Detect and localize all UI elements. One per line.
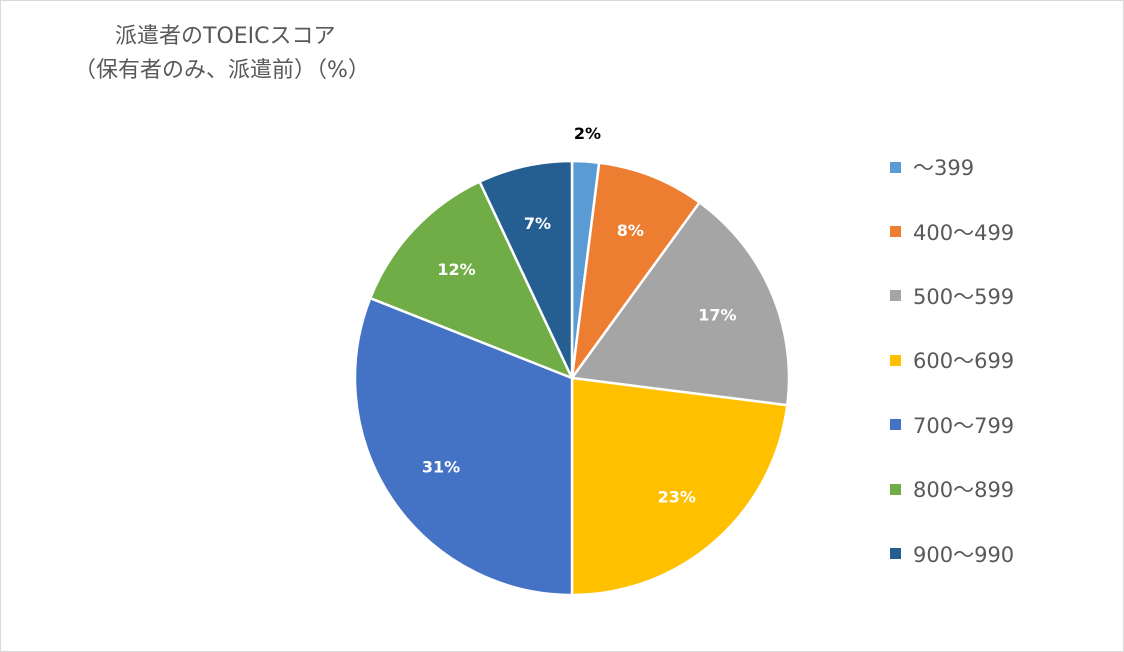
pie-slice-1 xyxy=(570,161,701,380)
data-label-2: 17% xyxy=(698,306,736,325)
legend-swatch-2 xyxy=(890,290,901,302)
legend-label-4: 700～799 xyxy=(913,413,1015,438)
data-label-6: 7% xyxy=(524,214,551,233)
legend-label-0: ～399 xyxy=(913,156,975,181)
pie-slice-4 xyxy=(353,296,574,597)
chart-title-line-2: （保有者のみ、派遣前）（%） xyxy=(74,58,370,83)
legend-label-5: 800～899 xyxy=(913,478,1015,503)
legend-item-4: 700～799 xyxy=(890,393,1110,457)
pie-slice-2 xyxy=(570,201,791,407)
data-label-5: 12% xyxy=(437,260,475,279)
pie-slice-5 xyxy=(368,180,574,380)
legend-label-2: 500～599 xyxy=(913,284,1015,309)
legend-item-2: 500～599 xyxy=(890,264,1110,328)
legend-item-3: 600～699 xyxy=(890,328,1110,392)
data-label-4: 31% xyxy=(422,458,460,477)
pie-slice-3 xyxy=(570,376,789,597)
legend-item-6: 900～990 xyxy=(890,521,1110,585)
chart-title: 派遣者のTOEICスコア （保有者のみ、派遣前）（%） xyxy=(30,20,450,88)
legend-item-0: ～399 xyxy=(890,135,1110,199)
legend-label-3: 600～699 xyxy=(913,349,1015,374)
legend-swatch-0 xyxy=(890,161,901,173)
legend-item-1: 400～499 xyxy=(890,199,1110,263)
data-label-0: 2% xyxy=(574,124,601,143)
legend: ～399 400～499 500～599 600～699 700～799 800… xyxy=(890,135,1110,586)
legend-swatch-5 xyxy=(890,483,901,495)
legend-swatch-4 xyxy=(890,419,901,431)
legend-label-6: 900～990 xyxy=(913,542,1015,567)
legend-swatch-3 xyxy=(890,354,901,366)
legend-swatch-6 xyxy=(890,548,901,560)
data-label-3: 23% xyxy=(658,487,696,506)
legend-swatch-1 xyxy=(890,226,901,238)
chart-title-line-1: 派遣者のTOEICスコア xyxy=(115,24,336,49)
data-label-1: 8% xyxy=(617,221,644,240)
pie-slice-6 xyxy=(478,159,574,380)
legend-label-1: 400～499 xyxy=(913,220,1015,245)
legend-item-5: 800～899 xyxy=(890,457,1110,521)
